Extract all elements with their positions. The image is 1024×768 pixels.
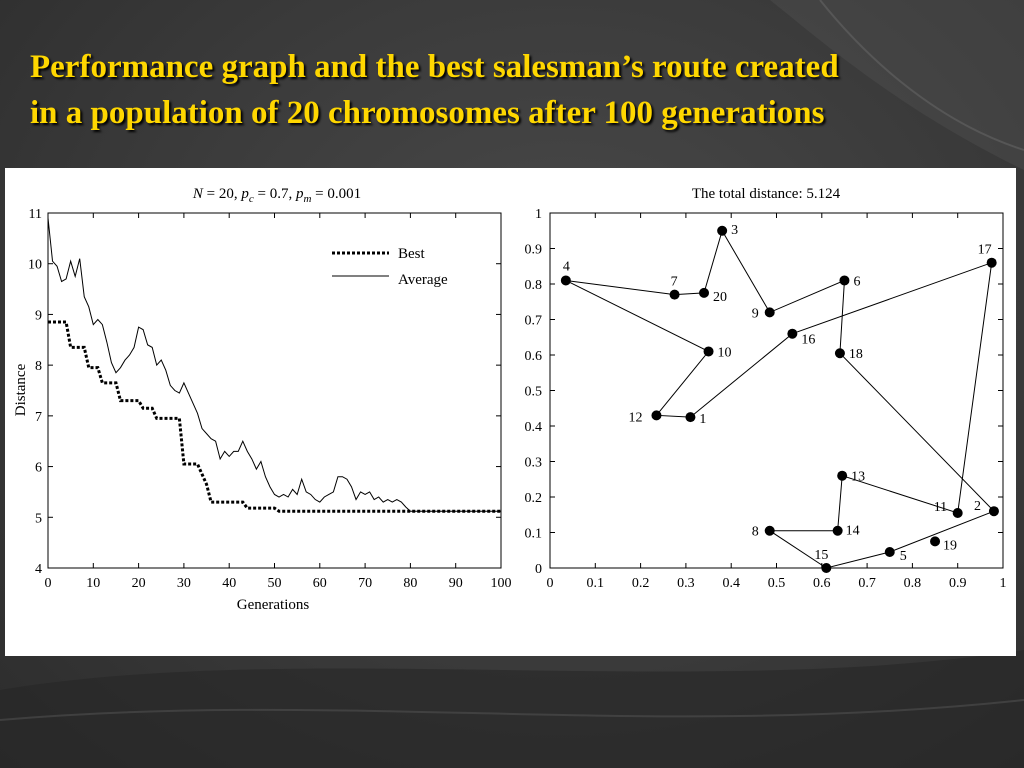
route-x-tick-label: 0.6 [813, 576, 831, 591]
city-label-2: 2 [974, 499, 981, 514]
route-x-tick-label: 0.3 [677, 576, 695, 591]
performance-chart-title: N = 20, pc = 0.7, pm = 0.001 [192, 186, 361, 205]
slide-title-line-1: Performance graph and the best salesman’… [30, 49, 839, 85]
city-point-18 [834, 348, 845, 359]
series-average-line [47, 218, 501, 512]
x-axis-label: Generations [237, 597, 310, 613]
x-tick-label: 90 [449, 576, 463, 591]
city-point-7 [669, 289, 680, 300]
city-label-15: 15 [814, 548, 828, 563]
route-y-tick-label: 0.2 [525, 491, 543, 506]
city-label-3: 3 [731, 223, 738, 238]
city-point-5 [884, 547, 895, 558]
x-tick-label: 20 [132, 576, 146, 591]
city-label-19: 19 [943, 538, 957, 553]
y-tick-label: 8 [35, 359, 42, 374]
route-x-tick-label: 0.8 [904, 576, 922, 591]
slide-title: Performance graph and the best salesman’… [30, 44, 1020, 136]
city-label-4: 4 [563, 259, 570, 274]
city-label-9: 9 [752, 306, 759, 321]
x-tick-label: 80 [403, 576, 417, 591]
y-tick-label: 4 [35, 562, 42, 577]
city-label-13: 13 [851, 470, 865, 485]
x-tick-label: 10 [86, 576, 100, 591]
route-x-tick-label: 1 [1000, 576, 1007, 591]
route-y-tick-label: 0.5 [525, 385, 543, 400]
route-y-tick-label: 1 [535, 207, 542, 222]
route-chart: The total distance: 5.124 0 0.1 0.2 0.3 0.4 0… [525, 186, 1007, 591]
city-point-9 [764, 307, 775, 318]
x-tick-label: 100 [491, 576, 512, 591]
y-tick-label: 9 [35, 308, 42, 323]
route-y-tick-label: 0.6 [525, 349, 543, 364]
city-label-10: 10 [718, 345, 732, 360]
city-label-16: 16 [801, 333, 815, 348]
x-tick-label: 0 [45, 576, 52, 591]
city-label-5: 5 [900, 549, 907, 564]
route-x-tick-label: 0.7 [858, 576, 876, 591]
city-point-8 [764, 525, 775, 536]
route-x-tick-label: 0.4 [722, 576, 740, 591]
city-point-4 [560, 275, 571, 286]
city-label-14: 14 [846, 524, 860, 539]
city-point-14 [832, 525, 843, 536]
route-y-tick-label: 0.3 [525, 456, 543, 471]
route-x-tick-label: 0.1 [587, 576, 605, 591]
series-best-line [48, 320, 501, 513]
route-y-tick-label: 0.9 [525, 243, 543, 258]
route-x-tick-label: 0.2 [632, 576, 650, 591]
city-point-15 [821, 563, 832, 573]
city-label-1: 1 [699, 412, 706, 427]
legend-best-label: Best [398, 246, 426, 262]
x-tick-label: 60 [313, 576, 327, 591]
city-label-11: 11 [934, 500, 947, 515]
city-point-10 [703, 346, 714, 357]
city-point-12 [651, 410, 662, 421]
city-label-6: 6 [853, 274, 860, 289]
x-tick-label: 70 [358, 576, 372, 591]
city-label-18: 18 [849, 347, 863, 362]
route-y-tick-label: 0.7 [525, 314, 543, 329]
y-tick-label: 5 [35, 511, 42, 526]
x-tick-label: 50 [268, 576, 282, 591]
route-y-tick-label: 0.1 [525, 527, 543, 542]
y-axis-label: Distance [13, 363, 29, 416]
figure-svg: N = 20, pc = 0.7, pm = 0.001 0 10 20 30 40 50… [13, 186, 1007, 613]
route-x-tick-label: 0.5 [768, 576, 786, 591]
x-tick-label: 40 [222, 576, 236, 591]
y-tick-label: 7 [35, 410, 42, 425]
y-tick-label: 10 [28, 258, 42, 273]
legend: Best Average [332, 246, 448, 288]
route-chart-title: The total distance: 5.124 [692, 186, 841, 202]
y-tick-label: 6 [35, 461, 42, 476]
city-point-16 [787, 328, 798, 339]
city-label-20: 20 [713, 290, 727, 305]
city-point-20 [699, 287, 710, 298]
city-point-13 [837, 470, 848, 481]
slide-title-line-2: in a population of 20 chromosomes after … [30, 95, 825, 131]
city-point-17 [986, 257, 997, 268]
city-point-1 [685, 412, 696, 423]
route-y-tick-label: 0.8 [525, 278, 543, 293]
route-y-tick-label: 0 [535, 562, 542, 577]
city-label-17: 17 [978, 243, 992, 258]
performance-plot-frame [47, 212, 502, 569]
city-point-2 [988, 506, 999, 517]
route-x-tick-label: 0.9 [949, 576, 967, 591]
figure-panel: N = 20, pc = 0.7, pm = 0.001 0 10 20 30 40 50… [5, 168, 1016, 656]
city-label-8: 8 [752, 525, 759, 540]
city-label-7: 7 [671, 275, 678, 290]
city-label-12: 12 [628, 410, 642, 425]
city-point-3 [717, 225, 728, 236]
x-tick-label: 30 [177, 576, 191, 591]
city-point-19 [930, 536, 941, 547]
city-point-6 [839, 275, 850, 286]
route-y-tick-label: 0.4 [525, 420, 543, 435]
route-x-tick-label: 0 [547, 576, 554, 591]
salesman-route-path [565, 229, 995, 569]
y-tick-label: 11 [29, 207, 42, 222]
performance-chart: N = 20, pc = 0.7, pm = 0.001 0 10 20 30 40 50… [13, 186, 512, 613]
city-point-11 [952, 507, 963, 518]
legend-average-label: Average [398, 272, 448, 288]
